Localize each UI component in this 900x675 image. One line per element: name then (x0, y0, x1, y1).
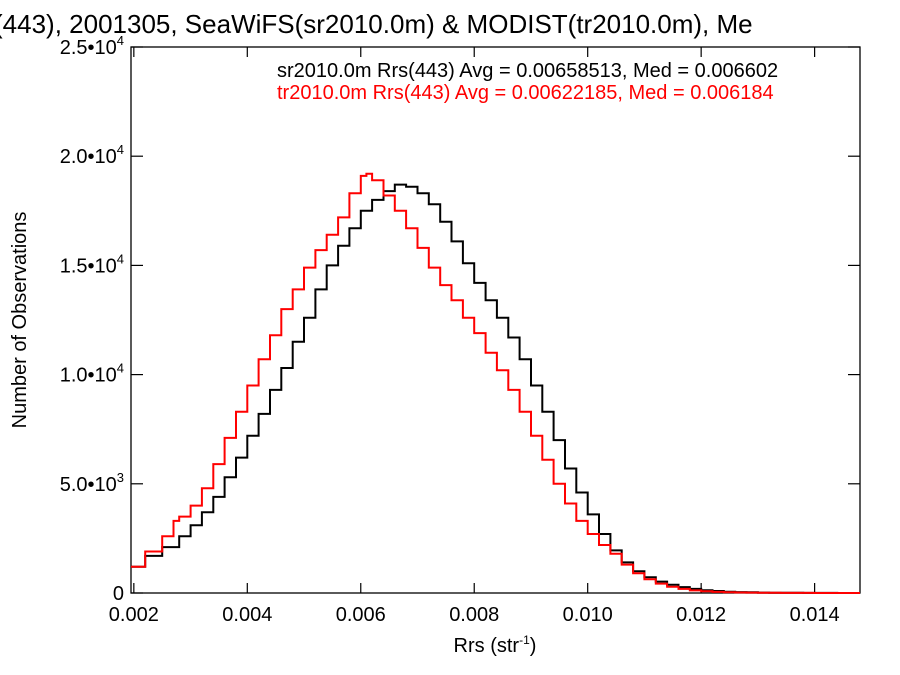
legend-entry-sr: sr2010.0m Rrs(443) Avg = 0.00658513, Med… (277, 60, 778, 82)
y-tick-label-1: 5.0•103 (60, 470, 124, 496)
x-axis-label-close: ) (530, 635, 537, 657)
x-tick-label-4: 0.010 (563, 604, 613, 626)
legend-entry-tr: tr2010.0m Rrs(443) Avg = 0.00622185, Med… (277, 82, 774, 104)
y-axis-tick-labels: 0 5.0•103 1.0•104 1.5•104 2.0•104 2.5•104 (60, 33, 124, 605)
x-axis-label-text: Rrs (str (454, 635, 520, 657)
x-tick-label-6: 0.014 (790, 604, 840, 626)
y-tick-label-3: 1.5•104 (60, 251, 124, 277)
series-layer (131, 172, 860, 594)
y-tick-label-2: 1.0•104 (60, 361, 124, 387)
x-tick-label-2: 0.006 (336, 604, 386, 626)
y-tick-label-5: 2.5•104 (60, 33, 124, 59)
y-tick-label-4: 2.0•104 (60, 142, 124, 168)
x-tick-label-5: 0.012 (676, 604, 726, 626)
x-tick-label-0: 0.002 (109, 604, 159, 626)
series-line-0 (131, 183, 860, 594)
x-axis-label: Rrs (str-1) (454, 633, 537, 657)
x-axis-tick-labels: 0.002 0.004 0.006 0.008 0.010 0.012 0.014 (109, 604, 840, 626)
y-axis-label: Number of Observations (9, 212, 31, 429)
plot-frame (130, 46, 861, 594)
x-tick-label-1: 0.004 (222, 604, 272, 626)
chart-title: (443), 2001305, SeaWiFS(sr2010.0m) & MOD… (0, 9, 753, 39)
x-tick-label-3: 0.008 (449, 604, 499, 626)
x-axis-label-exponent: -1 (519, 633, 530, 647)
series-line-1 (131, 172, 860, 594)
y-axis-ticks (131, 46, 860, 594)
y-tick-label-0: 0 (113, 583, 124, 605)
